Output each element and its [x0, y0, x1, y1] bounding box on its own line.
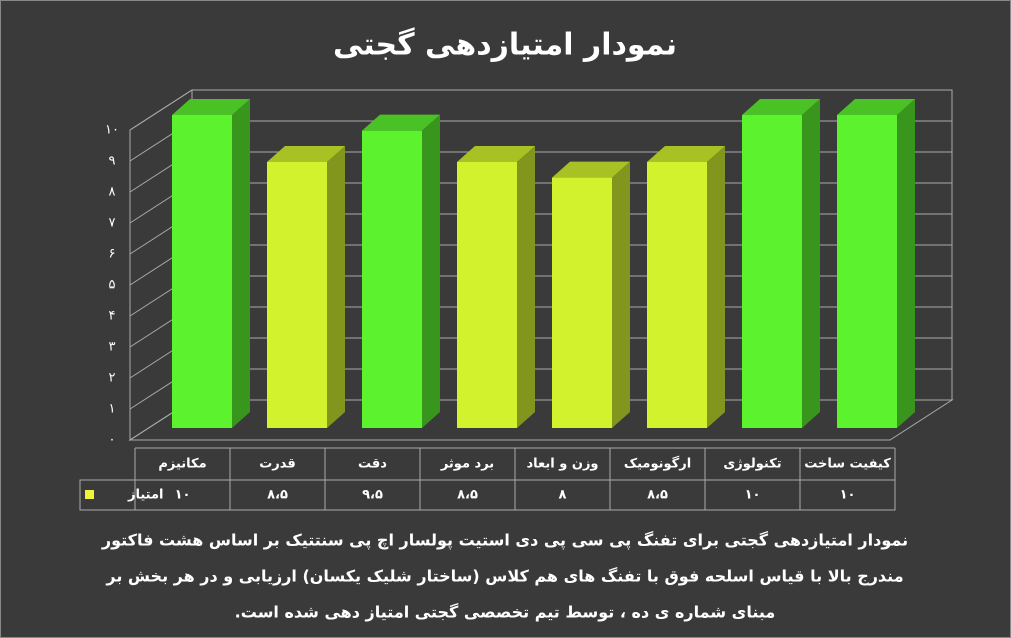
- x-tick-label: تکنولوژی: [723, 457, 781, 472]
- y-tick-label: ۶: [109, 247, 116, 262]
- y-tick-label: ۸: [109, 185, 116, 200]
- caption-line: نمودار امتیازدهی گجتی برای تفنگ پی سی پی…: [101, 531, 908, 551]
- bar: [172, 115, 232, 428]
- y-tick-label: ۲: [109, 371, 116, 386]
- legend-key: [85, 490, 94, 499]
- bar: [362, 130, 422, 428]
- value-label: ۸،۵: [267, 488, 288, 503]
- value-label: ۱۰: [840, 488, 856, 503]
- legend-label: امتیاز: [127, 488, 163, 503]
- x-tick-label: مکانیزم: [158, 457, 206, 472]
- bar-side: [232, 99, 250, 428]
- bar-side: [897, 99, 915, 428]
- bar-side: [327, 145, 345, 428]
- bar-top: [457, 145, 535, 162]
- x-tick-label: قدرت: [259, 457, 296, 472]
- bar: [552, 177, 612, 428]
- value-label: ۱۰: [745, 488, 761, 503]
- x-tick-label: برد موثر: [440, 457, 494, 472]
- y-tick-label: ۱۰: [105, 123, 119, 138]
- value-label: ۸،۵: [647, 488, 668, 503]
- bar-side: [707, 145, 725, 428]
- bar: [742, 115, 802, 428]
- value-label: ۸،۵: [457, 488, 478, 503]
- bar-top: [837, 99, 915, 115]
- bar-top: [742, 99, 820, 115]
- x-tick-label: کیفیت ساخت: [804, 457, 891, 472]
- grid-line: [129, 89, 952, 131]
- caption-line: مندرج بالا با قیاس اسلحه فوق با تفنگ های…: [105, 567, 903, 586]
- y-tick-label: ۰: [109, 433, 116, 448]
- bar-top: [172, 99, 250, 115]
- caption-line: مبنای شماره ی ده ، توسط تیم تخصصی گجتی ا…: [235, 603, 776, 622]
- bar-side: [802, 99, 820, 428]
- bar-side: [422, 114, 440, 429]
- bar-top: [647, 145, 725, 162]
- bar: [647, 161, 707, 428]
- x-tick-label: دقت: [358, 457, 387, 472]
- value-label: ۸: [559, 488, 567, 503]
- bar-top: [267, 145, 345, 162]
- x-tick-label: ارگونومیک: [624, 456, 691, 472]
- y-tick-label: ۱: [109, 402, 116, 417]
- x-tick-label: وزن و ابعاد: [526, 457, 598, 472]
- bar-top: [552, 161, 630, 178]
- chart-title: نمودار امتیازدهی گجتی: [333, 27, 677, 63]
- bar: [837, 115, 897, 428]
- bar: [267, 161, 327, 428]
- bar-side: [517, 145, 535, 428]
- y-tick-label: ۷: [109, 216, 116, 231]
- y-tick-label: ۹: [109, 154, 116, 169]
- y-tick-label: ۳: [109, 340, 116, 355]
- bar-side: [612, 161, 630, 428]
- y-tick-label: ۵: [109, 278, 116, 293]
- bar: [457, 161, 517, 428]
- value-label: ۱۰: [175, 488, 191, 503]
- value-label: ۹،۵: [362, 488, 383, 503]
- y-tick-label: ۴: [109, 309, 116, 324]
- bar-top: [362, 114, 440, 131]
